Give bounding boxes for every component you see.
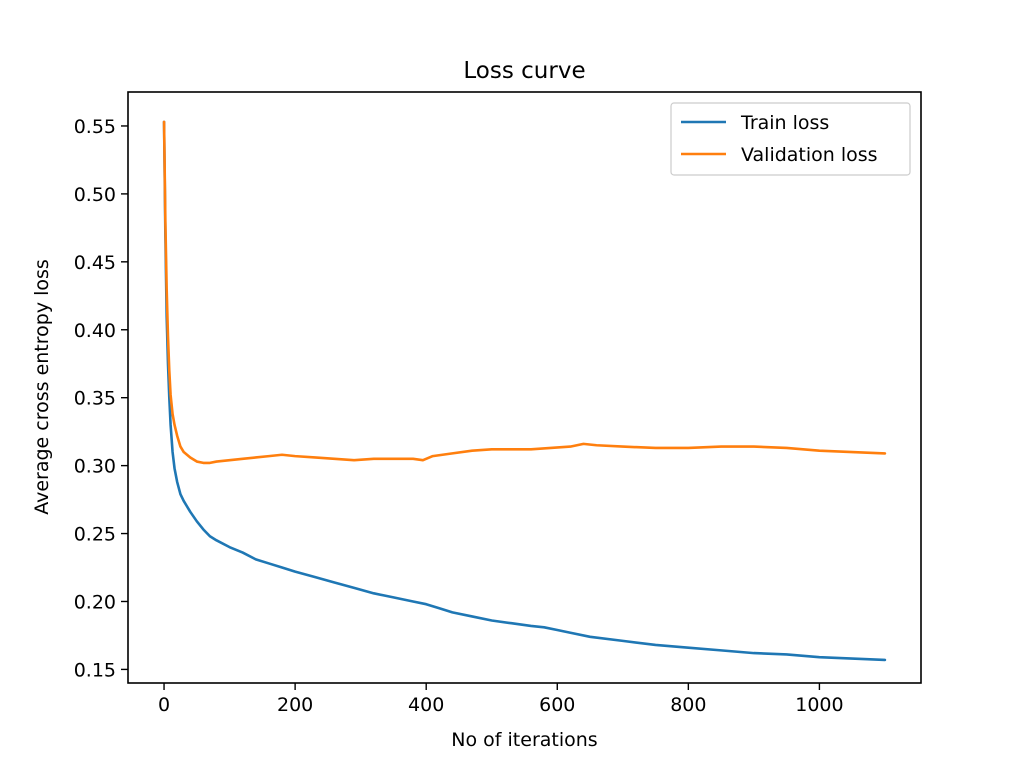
plot-frame: [127, 91, 922, 684]
y-tick-label: 0.25: [74, 524, 116, 546]
x-tick-label: 800: [670, 694, 706, 716]
legend-entry: Train loss: [740, 112, 829, 134]
y-tick-label: 0.50: [74, 184, 116, 206]
chart-title: Loss curve: [463, 58, 585, 84]
y-tick-label: 0.30: [74, 456, 116, 478]
legend: Train loss Validation loss: [670, 102, 911, 176]
x-tick-label: 400: [408, 694, 444, 716]
y-tick-label: 0.15: [74, 659, 116, 681]
y-tick-label: 0.55: [74, 116, 116, 138]
x-tick-label: 0: [158, 694, 170, 716]
y-tick-label: 0.40: [74, 320, 116, 342]
x-tick-label: 200: [277, 694, 313, 716]
legend-box: [670, 102, 911, 176]
y-tick-label: 0.35: [74, 388, 116, 410]
validation-loss-line: [162, 120, 887, 465]
y-tick-label: 0.45: [74, 252, 116, 274]
y-tick-label: 0.20: [74, 591, 116, 613]
x-tick-label: 1000: [795, 694, 843, 716]
train-loss-line: [162, 120, 887, 662]
plot-area: 0 200 400 600 800 1000: [121, 91, 922, 716]
x-tick-label: 600: [539, 694, 575, 716]
x-axis-label: No of iterations: [451, 729, 597, 751]
y-axis-label: Average cross entropy loss: [31, 259, 53, 515]
legend-entry: Validation loss: [741, 144, 878, 166]
